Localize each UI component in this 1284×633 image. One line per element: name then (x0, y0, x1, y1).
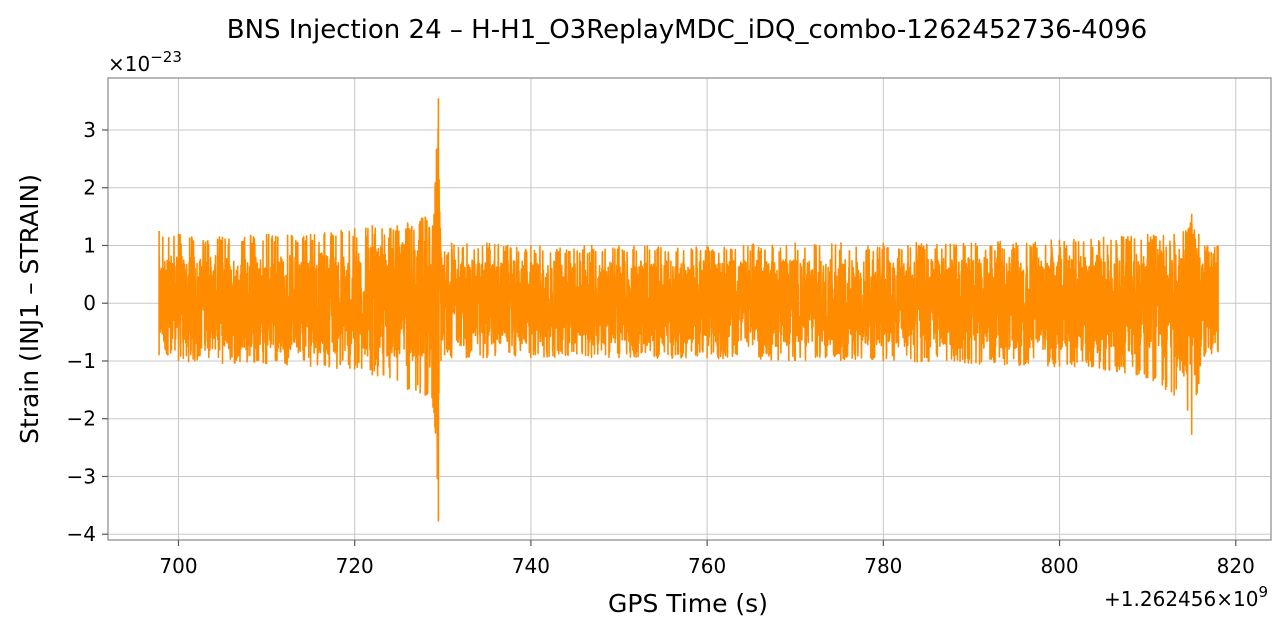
x-tick-label: 800 (1040, 554, 1078, 578)
plot-frame (107, 77, 1272, 541)
y-scale-base: ×10 (108, 52, 150, 76)
x-tick-label: 820 (1217, 554, 1255, 578)
x-tick-label: 740 (512, 554, 550, 578)
x-axis-ticks: 700 720 740 760 780 800 820 (159, 540, 1255, 578)
x-offset-exponent: 9 (1258, 583, 1268, 601)
strain-series-line (158, 98, 1219, 522)
x-offset-base: +1.262456 (1104, 587, 1216, 611)
y-axis-ticks: −4 −3 −2 −1 0 1 2 3 (67, 118, 108, 546)
y-tick-label: 2 (83, 176, 96, 200)
x-tick-label: 700 (159, 554, 197, 578)
y-tick-label: 3 (83, 118, 96, 142)
y-tick-label: 0 (83, 291, 96, 315)
y-tick-label: −3 (67, 464, 96, 488)
y-tick-label: 1 (83, 233, 96, 257)
series-layer (158, 98, 1219, 522)
x-axis-label: GPS Time (s) (608, 589, 768, 618)
y-tick-label: −1 (67, 349, 96, 373)
y-tick-label: −4 (67, 522, 96, 546)
x-tick-label: 720 (336, 554, 374, 578)
x-tick-label: 760 (688, 554, 726, 578)
y-axis-label: Strain (INJ1 – STRAIN) (15, 174, 44, 444)
x-offset-times: ×10 (1216, 587, 1258, 611)
x-tick-label: 780 (864, 554, 902, 578)
y-tick-label: −2 (67, 407, 96, 431)
y-scale-label: ×10−23 (108, 48, 182, 76)
y-scale-exponent: −23 (150, 48, 182, 66)
chart-title: BNS Injection 24 – H-H1_O3ReplayMDC_iDQ_… (227, 15, 1147, 45)
x-offset-label: +1.262456×109 (1104, 583, 1268, 611)
